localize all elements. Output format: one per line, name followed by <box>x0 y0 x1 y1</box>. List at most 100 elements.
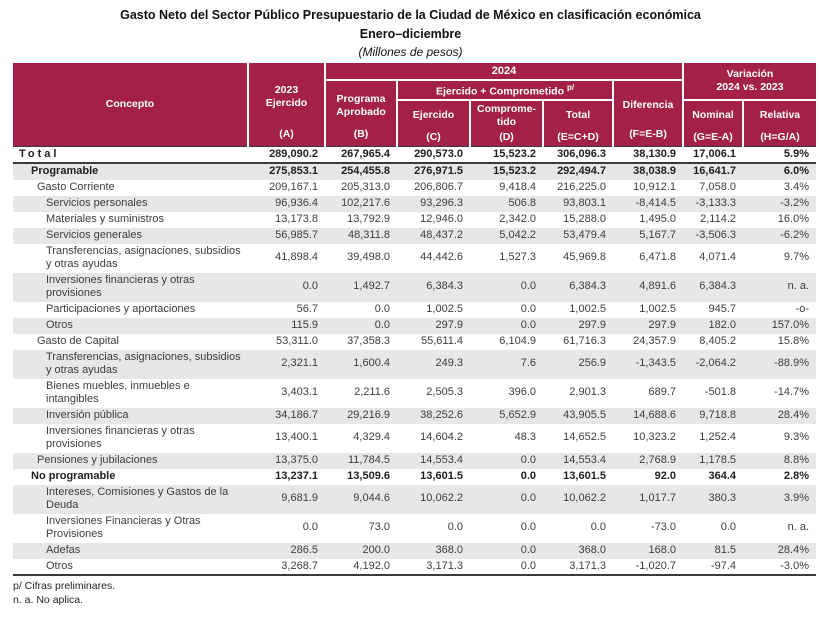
value-cell: 206,806.7 <box>414 180 463 193</box>
value-cell: 6.0% <box>743 163 816 180</box>
value-cell: 13,509.6 <box>347 469 390 482</box>
value-cell: 45,969.8 <box>563 251 606 264</box>
value-cell: 10,323.2 <box>633 431 676 444</box>
value-cell: 0.0 <box>470 317 543 334</box>
value-cell: 380.3 <box>683 484 743 514</box>
concepto-label: Servicios generales <box>46 228 142 241</box>
concepto-cell: Gasto de Capital <box>13 334 248 350</box>
table-row: No programable 13,237.1 13,509.6 13,601.… <box>13 469 816 485</box>
concepto-cell: Intereses, Comisiones y Gastos de la Deu… <box>13 484 248 514</box>
value-cell: 13,173.8 <box>275 212 318 225</box>
table-row: Adefas 286.5 200.0 368.0 0.0 368.0 168.0… <box>13 542 816 559</box>
value-cell: 0.0 <box>720 521 736 534</box>
value-cell: 39,498.0 <box>347 251 390 264</box>
concepto-label: Total <box>19 147 60 160</box>
value-cell: 10,062.2 <box>543 484 613 514</box>
value-cell: 56,985.7 <box>248 227 325 244</box>
header-total: Total (E=C+D) <box>542 98 613 146</box>
value-cell: 15.8% <box>777 334 809 347</box>
table-row: Servicios personales 96,936.4 102,217.6 … <box>13 195 816 212</box>
value-cell: 48.3 <box>514 431 536 444</box>
column-letter-g: (G=E-A) <box>693 130 733 143</box>
value-cell: 43,905.5 <box>543 407 613 424</box>
value-cell: 0.0 <box>590 521 606 534</box>
value-cell: 945.7 <box>708 302 736 315</box>
table-body: Total 289,090.2 267,965.4 290,573.0 15,5… <box>13 145 816 576</box>
value-cell: 1,002.5 <box>639 302 676 315</box>
value-cell: 0.0 <box>470 484 543 514</box>
value-cell: 2,114.2 <box>700 212 736 225</box>
value-cell: 1,002.5 <box>426 302 463 315</box>
value-cell: 5,167.7 <box>613 227 683 244</box>
value-cell: 28.4% <box>743 407 816 424</box>
report-title-line2: Enero–diciembre <box>359 27 462 41</box>
concepto-label: Servicios personales <box>46 196 148 209</box>
value-cell: -6.2% <box>743 227 816 244</box>
value-cell: -97.4 <box>683 558 743 576</box>
value-cell: 15,523.2 <box>470 163 543 180</box>
concepto-label: Inversión pública <box>46 408 129 421</box>
value-cell: -1,343.5 <box>613 349 683 379</box>
value-cell: 2,321.1 <box>248 349 325 379</box>
column-letter-f: (F=E-B) <box>629 128 667 141</box>
concepto-cell: Inversión pública <box>13 407 248 424</box>
value-cell: 3,268.7 <box>248 558 325 576</box>
value-cell: 11,784.5 <box>325 452 397 469</box>
concepto-cell: Inversiones financieras y otras provisio… <box>13 424 248 453</box>
value-cell: 0.0 <box>248 272 325 302</box>
value-cell: -3.2% <box>743 195 816 212</box>
footnotes: p/ Cifras preliminares. n. a. No aplica. <box>13 579 821 607</box>
value-cell: 13,601.5 <box>420 469 463 482</box>
value-cell: 0.0 <box>470 558 543 576</box>
header-2023-ejercido: 2023 Ejercido (A) <box>247 63 325 146</box>
table-header: Concepto 2023 Ejercido (A) 2024 Variació… <box>13 63 816 146</box>
table-row: Gasto Corriente 209,167.1 205,313.0 206,… <box>13 180 816 196</box>
value-cell: 209,167.1 <box>269 180 318 193</box>
value-cell: -1,020.7 <box>613 558 683 576</box>
value-cell: 53,311.0 <box>275 334 318 347</box>
value-cell: 9.7% <box>783 251 809 264</box>
column-letter-h: (H=G/A) <box>760 130 800 143</box>
header-programa-aprobado: Programa Aprobado (B) <box>324 79 397 146</box>
concepto-cell: Servicios generales <box>13 227 248 244</box>
value-cell: 12,946.0 <box>420 212 463 225</box>
concepto-label: Inversiones financieras y otras provisio… <box>46 424 195 451</box>
value-cell: 0.0 <box>374 302 390 315</box>
value-cell: 275,853.1 <box>248 163 325 180</box>
value-cell: 0.0 <box>520 469 536 482</box>
concepto-label: Transferencias, asignaciones, subsidios … <box>46 244 241 271</box>
value-cell: 53,479.4 <box>543 227 613 244</box>
value-cell: 3.9% <box>743 484 816 514</box>
column-letter-c: (C) <box>426 130 441 143</box>
value-cell: 256.9 <box>543 349 613 379</box>
value-cell: 14,652.5 <box>563 431 606 444</box>
value-cell: 0.0 <box>325 317 397 334</box>
value-cell: n. a. <box>787 521 809 534</box>
header-ejercido-comprometido: Ejercido + Comprometido p/ <box>396 79 613 100</box>
value-cell: 0.0 <box>470 272 543 302</box>
table-row: Total 289,090.2 267,965.4 290,573.0 15,5… <box>13 145 816 164</box>
value-cell: -88.9% <box>743 349 816 379</box>
value-cell: 6,471.8 <box>639 251 676 264</box>
concepto-label: Participaciones y aportaciones <box>46 302 196 315</box>
value-cell: 3,403.1 <box>281 386 318 399</box>
value-cell: 17,006.1 <box>683 145 743 164</box>
concepto-cell: Inversiones Financieras y Otras Provisio… <box>13 514 248 543</box>
value-cell: 13,792.9 <box>347 212 390 225</box>
value-cell: -501.8 <box>704 386 736 399</box>
report-title: Gasto Neto del Sector Público Presupuest… <box>0 0 821 60</box>
concepto-label: Otros <box>46 318 73 331</box>
concepto-label: Gasto de Capital <box>37 334 119 347</box>
value-cell: 182.0 <box>683 317 743 334</box>
header-ejercido: Ejercido (C) <box>396 98 470 146</box>
budget-table: Concepto 2023 Ejercido (A) 2024 Variació… <box>13 63 816 576</box>
value-cell: -3,506.3 <box>683 227 743 244</box>
value-cell: 2,342.0 <box>499 212 536 225</box>
value-cell: 276,971.5 <box>397 163 470 180</box>
value-cell: 2,505.3 <box>426 386 463 399</box>
value-cell: 2,901.3 <box>569 386 606 399</box>
value-cell: 93,296.3 <box>397 195 470 212</box>
table-row: Transferencias, asignaciones, subsidios … <box>13 244 816 273</box>
value-cell: 8.8% <box>743 452 816 469</box>
table-row: Materiales y suministros 13,173.8 13,792… <box>13 212 816 228</box>
